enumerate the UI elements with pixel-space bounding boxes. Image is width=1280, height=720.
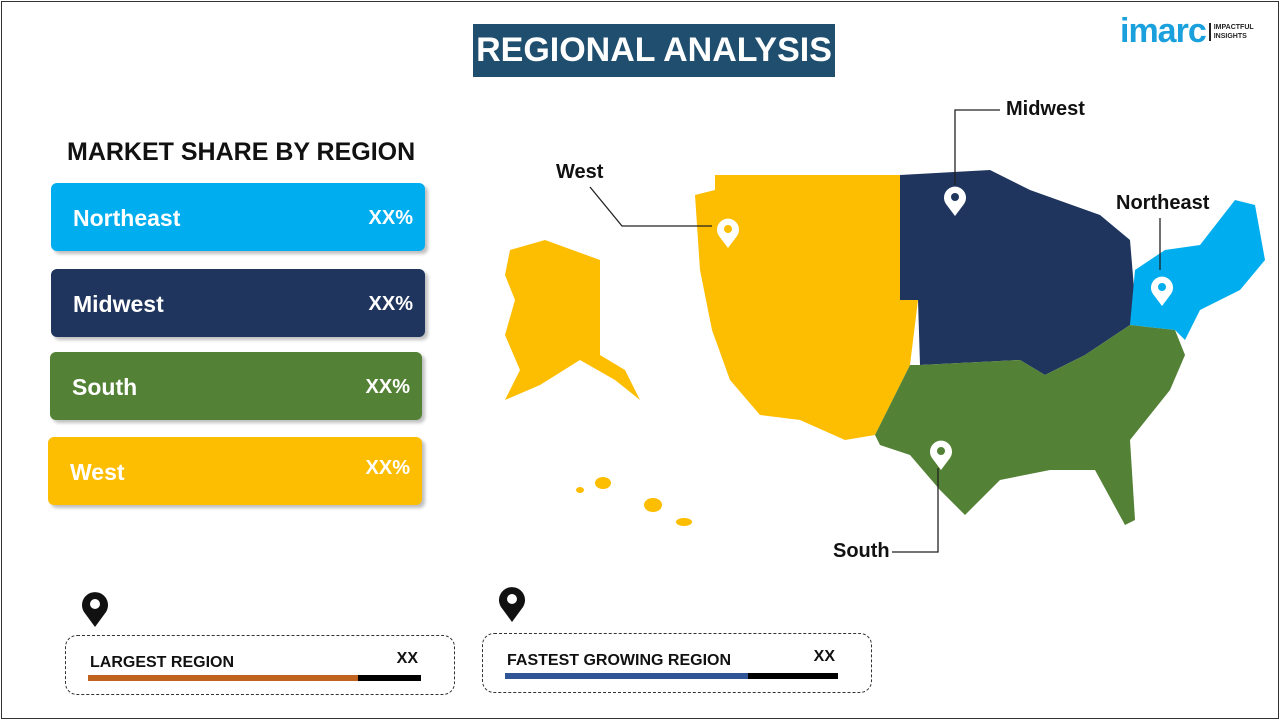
alaska xyxy=(505,240,640,400)
map-label-south: South xyxy=(833,540,890,562)
hawaii xyxy=(595,477,611,489)
location-pin-icon xyxy=(499,587,525,622)
map-pin-icon xyxy=(944,186,967,216)
bar-south: South XX% xyxy=(50,352,422,420)
logo-word: imarc xyxy=(1120,12,1207,50)
map-pin-icon xyxy=(717,218,739,248)
map-label-west: West xyxy=(556,161,604,183)
market-share-heading: MARKET SHARE BY REGION xyxy=(67,138,416,166)
fastest-growing-region-box: FASTEST GROWING REGION XX xyxy=(482,633,872,693)
bar-value: XX% xyxy=(368,207,413,229)
largest-region-bar xyxy=(88,675,421,681)
largest-region-label: LARGEST REGION xyxy=(90,654,235,671)
imarc-logo: imarc IMPACTFUL INSIGHTS xyxy=(1120,12,1254,51)
largest-region-box: LARGEST REGION XX xyxy=(65,635,455,695)
bar-value: XX% xyxy=(368,293,413,315)
largest-region-bar-fill xyxy=(88,675,358,681)
map-label-northeast: Northeast xyxy=(1116,192,1210,214)
bar-value: XX% xyxy=(365,457,410,479)
bar-label: Northeast xyxy=(73,205,181,231)
region-west xyxy=(505,175,918,526)
page-title: REGIONAL ANALYSIS xyxy=(473,24,835,77)
bar-label: West xyxy=(70,459,125,485)
location-pin-icon xyxy=(82,592,109,627)
region-south xyxy=(875,325,1185,525)
map-pin-icon xyxy=(1151,276,1173,306)
bar-value: XX% xyxy=(365,376,410,398)
map-pin-icon xyxy=(930,440,952,470)
bar-label: Midwest xyxy=(73,291,164,317)
fastest-growing-region-label: FASTEST GROWING REGION xyxy=(507,652,732,669)
bar-midwest: Midwest XX% xyxy=(51,269,425,337)
fastest-growing-region-bar-fill xyxy=(505,673,749,679)
map-pins xyxy=(717,186,1173,470)
bar-label: South xyxy=(72,374,138,400)
region-midwest xyxy=(900,170,1135,375)
leader-lines xyxy=(589,109,1161,553)
largest-region-value: XX xyxy=(396,650,418,667)
map-label-midwest: Midwest xyxy=(1006,98,1085,120)
region-northeast xyxy=(1130,200,1265,340)
bar-northeast: Northeast XX% xyxy=(51,183,425,251)
logo-tagline: IMPACTFUL INSIGHTS xyxy=(1208,22,1254,41)
fastest-growing-region-value: XX xyxy=(813,648,835,665)
bar-west: West XX% xyxy=(48,437,422,505)
fastest-growing-region-bar xyxy=(505,673,838,679)
